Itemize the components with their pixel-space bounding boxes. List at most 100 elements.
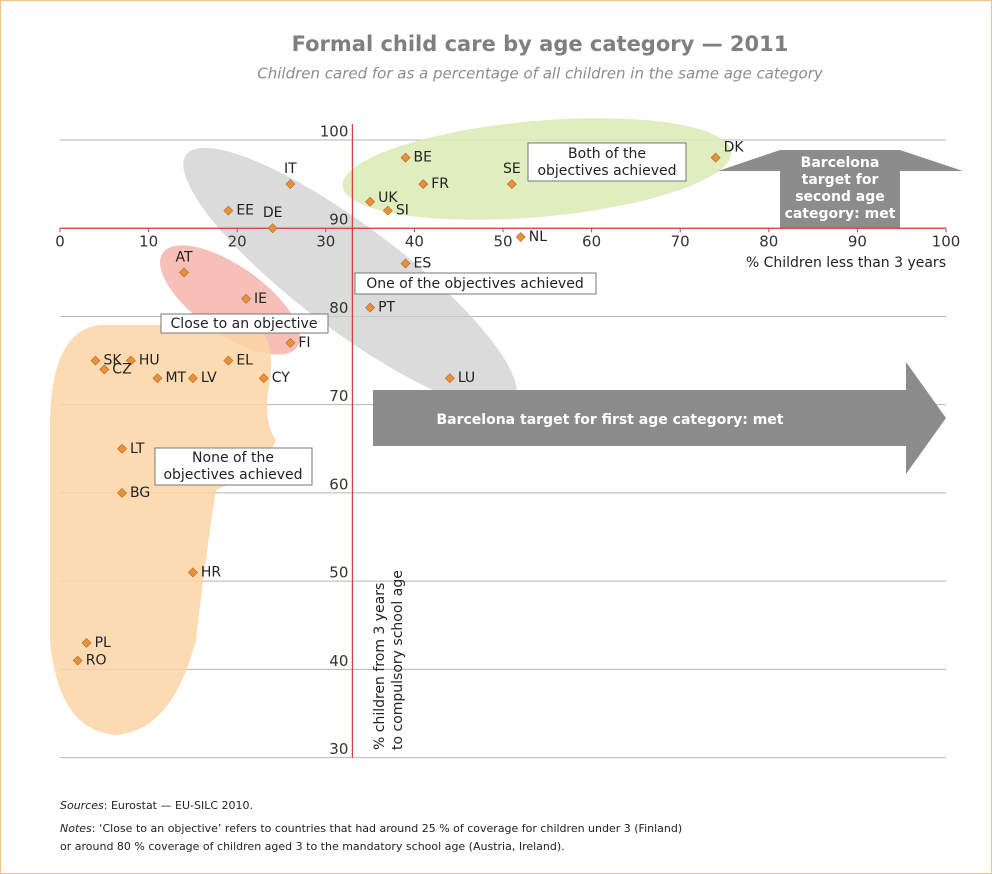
y-axis-title: % children from 3 years — [372, 583, 388, 750]
point-label: HU — [139, 353, 160, 369]
annotation-box — [154, 447, 313, 486]
point-label: SE — [503, 161, 521, 177]
footnote: Sources: Eurostat — EU-SILC 2010. — [60, 799, 253, 812]
point-label: UK — [378, 190, 398, 206]
point — [81, 637, 92, 648]
point — [241, 293, 251, 304]
footnote-text: : Eurostat — EU-SILC 2010. — [104, 799, 253, 812]
point — [187, 373, 198, 384]
point — [223, 205, 234, 216]
chart-title: Formal child care by age category — 2011 — [292, 32, 789, 56]
y-tick-label: 100 — [320, 123, 349, 141]
point-label: ES — [414, 256, 432, 272]
point — [506, 179, 517, 190]
annotation: objectives achieved — [537, 163, 676, 179]
footnote: or around 80 % coverage of children aged… — [60, 840, 565, 853]
point — [365, 196, 376, 207]
x-tick-label: 40 — [405, 233, 424, 251]
point-label: NL — [529, 229, 547, 245]
chart-subtitle: Children cared for as a percentage of al… — [257, 65, 824, 83]
point — [382, 205, 393, 216]
y-tick-label: 80 — [329, 299, 348, 317]
y-tick-label: 90 — [329, 211, 348, 229]
point — [444, 373, 455, 384]
annotation: objectives achieved — [163, 467, 302, 483]
point-label: HR — [201, 564, 222, 580]
point-label: LU — [458, 370, 475, 386]
y-tick-label: 70 — [329, 387, 348, 405]
point — [418, 179, 429, 190]
point — [125, 355, 136, 366]
x-tick-label: 50 — [493, 233, 512, 251]
x-tick-label: 0 — [55, 233, 65, 251]
point — [152, 373, 163, 384]
point-label: SI — [396, 203, 409, 219]
point-label: LV — [201, 370, 217, 386]
arrow-text: second age — [795, 189, 885, 205]
arrow-text: category: met — [785, 206, 896, 222]
point — [117, 487, 127, 498]
point-label: DE — [263, 205, 283, 221]
y-tick-label: 30 — [329, 740, 348, 758]
point — [515, 232, 526, 242]
annotation-box — [160, 313, 329, 334]
point — [187, 567, 198, 578]
point — [90, 355, 101, 366]
arrow-text: Barcelona — [801, 155, 880, 171]
point-label: BG — [130, 485, 150, 501]
x-tick-label: 10 — [139, 233, 158, 251]
point-label: CY — [272, 370, 291, 386]
annotation: None of the — [192, 450, 274, 466]
point-label: IE — [254, 291, 267, 307]
footnote: Notes: ‘Close to an objective’ refers to… — [60, 822, 682, 835]
annotation: Both of the — [568, 146, 646, 162]
point-label: IT — [284, 161, 297, 177]
point-label: CZ — [112, 361, 131, 377]
footnote-label: Notes — [60, 822, 92, 835]
annotation-box — [354, 272, 597, 295]
point-label: EE — [236, 203, 254, 219]
annotation: Close to an objective — [171, 316, 318, 332]
x-axis-title: % Children less than 3 years — [746, 255, 946, 271]
y-axis-title: to compulsory school age — [390, 570, 406, 750]
point — [258, 373, 269, 384]
x-tick-label: 30 — [316, 233, 335, 251]
group-none — [50, 325, 276, 735]
point — [72, 655, 83, 666]
point-label: BE — [414, 150, 432, 166]
x-tick-label: 60 — [582, 233, 601, 251]
x-tick-label: 20 — [228, 233, 247, 251]
arrow-text: Barcelona target for first age category:… — [436, 412, 783, 428]
point-label: RO — [86, 653, 107, 669]
point-label: MT — [165, 370, 186, 386]
annotation-box — [527, 142, 687, 182]
point-label: EL — [236, 353, 253, 369]
point-label: SK — [103, 353, 122, 369]
annotation: One of the objectives achieved — [366, 276, 583, 292]
x-tick-label: 80 — [759, 233, 778, 251]
point — [400, 152, 411, 163]
point — [400, 258, 411, 269]
footnote-text: : ‘Close to an objective’ refers to coun… — [92, 822, 682, 835]
point — [179, 267, 189, 278]
point-label: PT — [378, 300, 395, 316]
point-label: AT — [176, 249, 193, 265]
point — [267, 223, 278, 234]
arrow-text: target for — [802, 172, 879, 188]
point-label: PL — [95, 635, 111, 651]
point — [117, 443, 127, 454]
y-tick-label: 50 — [329, 564, 348, 582]
point — [365, 302, 376, 313]
point-label: FI — [298, 335, 310, 351]
point-label: DK — [724, 140, 745, 156]
arrow-first-target — [373, 362, 946, 474]
y-tick-label: 40 — [329, 652, 348, 670]
point — [285, 338, 296, 348]
x-tick-label: 70 — [671, 233, 690, 251]
footnote-label: Sources — [60, 799, 104, 812]
point — [223, 355, 234, 366]
group-one — [183, 147, 517, 409]
point-label: FR — [431, 176, 449, 192]
